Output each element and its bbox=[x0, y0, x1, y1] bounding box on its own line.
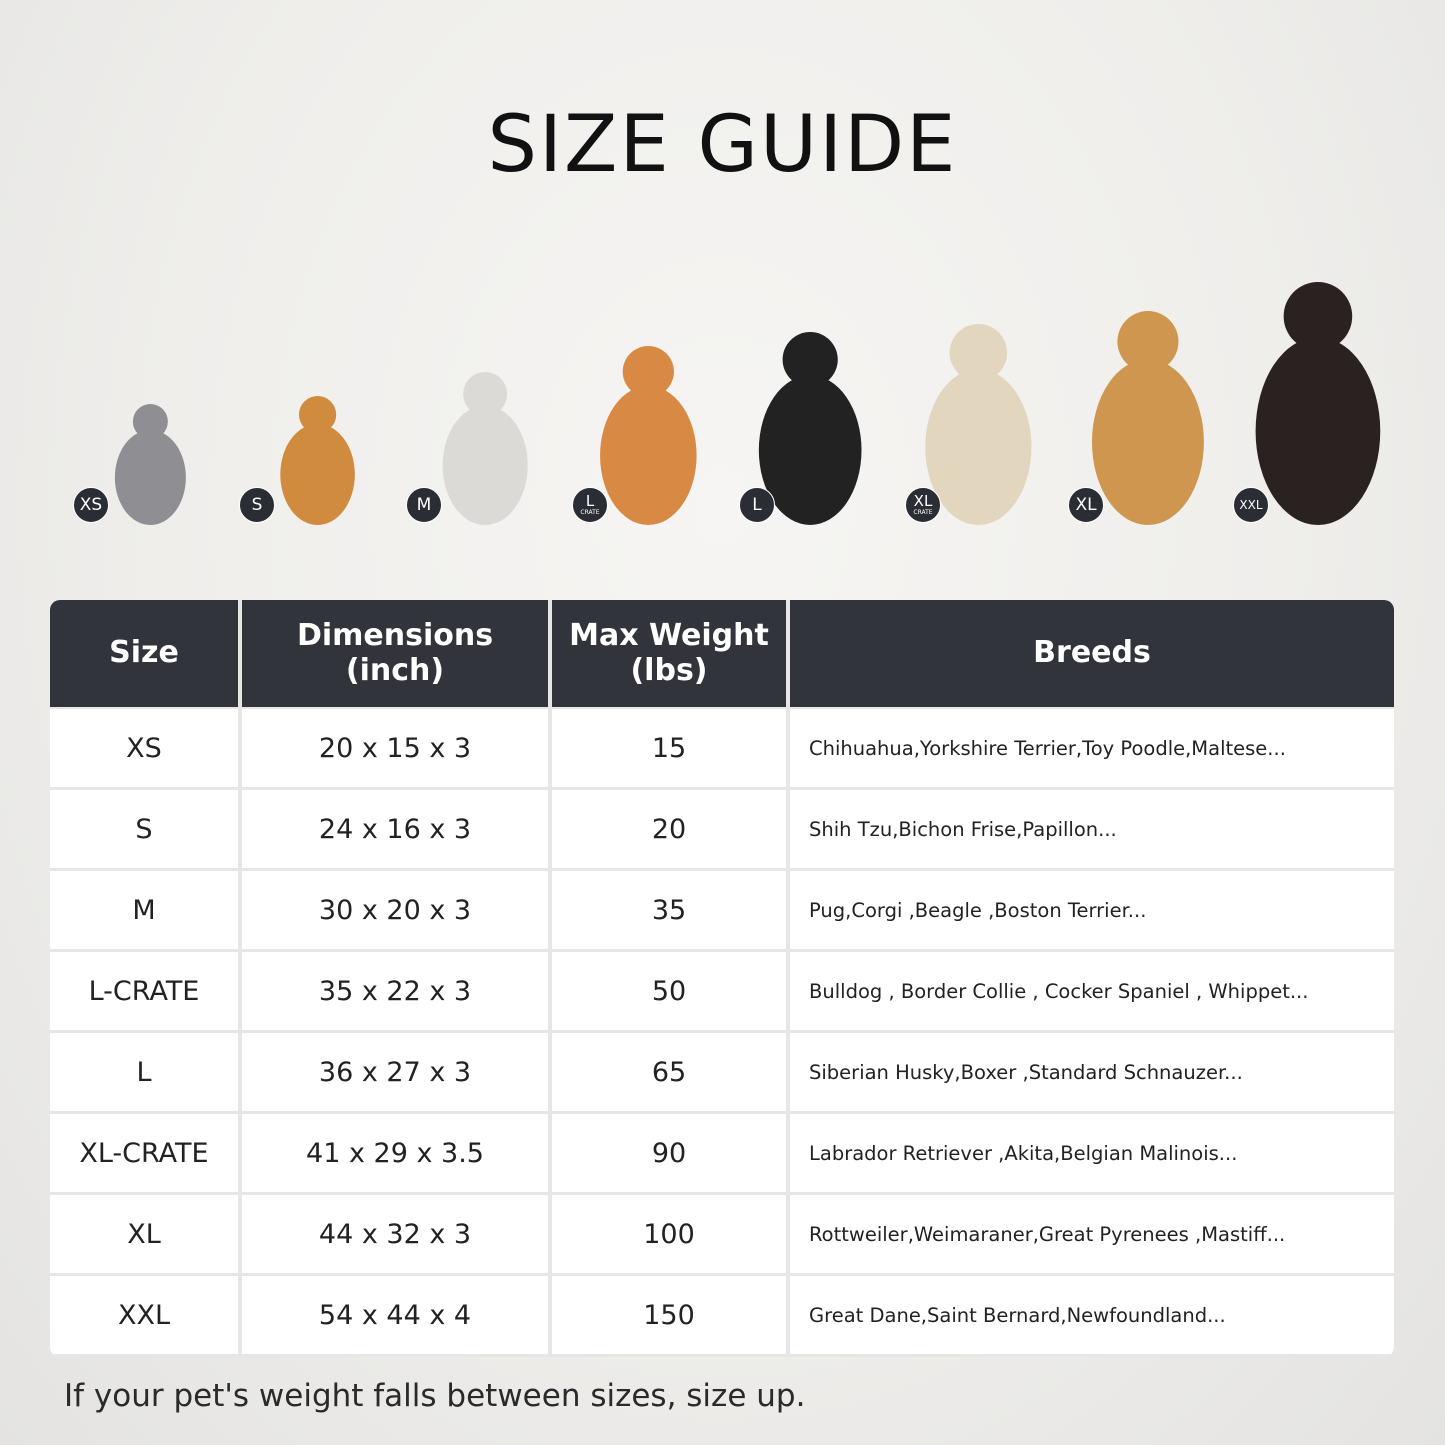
doberman-image bbox=[1255, 282, 1381, 525]
cell-dimensions: 36 x 27 x 3 bbox=[242, 1033, 548, 1111]
table-row: XL-CRATE 41 x 29 x 3.5 90 Labrador Retrieve… bbox=[50, 1114, 1394, 1192]
labrador-image bbox=[924, 324, 1032, 525]
size-badge: M bbox=[406, 487, 442, 523]
cell-breeds: Shih Tzu,Bichon Frise,Papillon... bbox=[790, 790, 1394, 868]
table-header: Size Dimensions (inch) Max Weight (lbs) Bre… bbox=[50, 600, 1394, 707]
badge-label: XL bbox=[1075, 494, 1097, 515]
pomeranian-image bbox=[280, 396, 356, 525]
badge-label: S bbox=[251, 494, 263, 515]
cell-breeds: Great Dane,Saint Bernard,Newfoundland... bbox=[790, 1276, 1394, 1354]
table-row: XS 20 x 15 x 3 15 Chihuahua,Yorkshire Terri… bbox=[50, 709, 1394, 787]
table-row: XXL 54 x 44 x 4 150 Great Dane,Saint Bernar… bbox=[50, 1276, 1394, 1354]
cell-dimensions: 30 x 20 x 3 bbox=[242, 871, 548, 949]
cell-size: XL-CRATE bbox=[50, 1114, 238, 1192]
cell-dimensions: 44 x 32 x 3 bbox=[242, 1195, 548, 1273]
pet-size-lineup: XS S M L CRATE L XL CRATE XL XXL bbox=[0, 260, 1445, 540]
cell-breeds: Chihuahua,Yorkshire Terrier,Toy Poodle,M… bbox=[790, 709, 1394, 787]
cell-size: L-CRATE bbox=[50, 952, 238, 1030]
cell-dimensions: 35 x 22 x 3 bbox=[242, 952, 548, 1030]
cell-max-weight: 20 bbox=[552, 790, 786, 868]
size-badge: XS bbox=[73, 487, 109, 523]
border-collie-image bbox=[758, 332, 862, 525]
size-badge: L CRATE bbox=[572, 487, 608, 523]
cell-dimensions: 41 x 29 x 3.5 bbox=[242, 1114, 548, 1192]
badge-label: L bbox=[752, 494, 762, 515]
column-header-max-weight: Max Weight (lbs) bbox=[552, 600, 786, 707]
badge-sublabel: CRATE bbox=[913, 509, 933, 516]
golden-retriever-image bbox=[1092, 311, 1204, 525]
cell-max-weight: 65 bbox=[552, 1033, 786, 1111]
cell-dimensions: 24 x 16 x 3 bbox=[242, 790, 548, 868]
cell-size: XXL bbox=[50, 1276, 238, 1354]
badge-label: L bbox=[585, 492, 595, 510]
cell-size: XS bbox=[50, 709, 238, 787]
column-header-breeds: Breeds bbox=[790, 600, 1394, 707]
cell-max-weight: 35 bbox=[552, 871, 786, 949]
cell-max-weight: 100 bbox=[552, 1195, 786, 1273]
table-row: XL 44 x 32 x 3 100 Rottweiler,Weimaraner,Gr… bbox=[50, 1195, 1394, 1273]
size-badge: S bbox=[239, 487, 275, 523]
badge-label: XS bbox=[79, 494, 103, 515]
column-header-dimensions: Dimensions (inch) bbox=[242, 600, 548, 707]
french-bulldog-image bbox=[442, 372, 528, 525]
size-badge: XXL bbox=[1233, 487, 1269, 523]
cell-dimensions: 54 x 44 x 4 bbox=[242, 1276, 548, 1354]
cell-max-weight: 15 bbox=[552, 709, 786, 787]
cell-max-weight: 50 bbox=[552, 952, 786, 1030]
badge-sublabel: CRATE bbox=[580, 509, 600, 516]
cell-breeds: Rottweiler,Weimaraner,Great Pyrenees ,Ma… bbox=[790, 1195, 1394, 1273]
table-row: M 30 x 20 x 3 35 Pug,Corgi ,Beagle ,Boston … bbox=[50, 871, 1394, 949]
cell-size: L bbox=[50, 1033, 238, 1111]
badge-label: XXL bbox=[1239, 498, 1263, 512]
cell-max-weight: 90 bbox=[552, 1114, 786, 1192]
badge-label: M bbox=[416, 494, 432, 515]
table-row: L-CRATE 35 x 22 x 3 50 Bulldog , Border Col… bbox=[50, 952, 1394, 1030]
size-table: Size Dimensions (inch) Max Weight (lbs) Bre… bbox=[50, 600, 1394, 1357]
shiba-inu-image bbox=[599, 346, 697, 525]
cell-breeds: Pug,Corgi ,Beagle ,Boston Terrier... bbox=[790, 871, 1394, 949]
size-badge: L bbox=[739, 487, 775, 523]
cell-max-weight: 150 bbox=[552, 1276, 786, 1354]
size-badge: XL bbox=[1068, 487, 1104, 523]
cell-breeds: Siberian Husky,Boxer ,Standard Schnauzer… bbox=[790, 1033, 1394, 1111]
cell-size: S bbox=[50, 790, 238, 868]
cell-size: XL bbox=[50, 1195, 238, 1273]
badge-label: XL bbox=[913, 492, 933, 510]
cell-size: M bbox=[50, 871, 238, 949]
cell-breeds: Labrador Retriever ,Akita,Belgian Malino… bbox=[790, 1114, 1394, 1192]
size-badge: XL CRATE bbox=[905, 487, 941, 523]
table-row: S 24 x 16 x 3 20 Shih Tzu,Bichon Frise,Papi… bbox=[50, 790, 1394, 868]
cell-breeds: Bulldog , Border Collie , Cocker Spaniel… bbox=[790, 952, 1394, 1030]
sizing-note: If your pet's weight falls between sizes… bbox=[64, 1378, 806, 1414]
column-header-size: Size bbox=[50, 600, 238, 707]
cat-image bbox=[114, 404, 186, 525]
cell-dimensions: 20 x 15 x 3 bbox=[242, 709, 548, 787]
page-title: SIZE GUIDE bbox=[487, 100, 958, 190]
table-row: L 36 x 27 x 3 65 Siberian Husky,Boxer ,Stan… bbox=[50, 1033, 1394, 1111]
